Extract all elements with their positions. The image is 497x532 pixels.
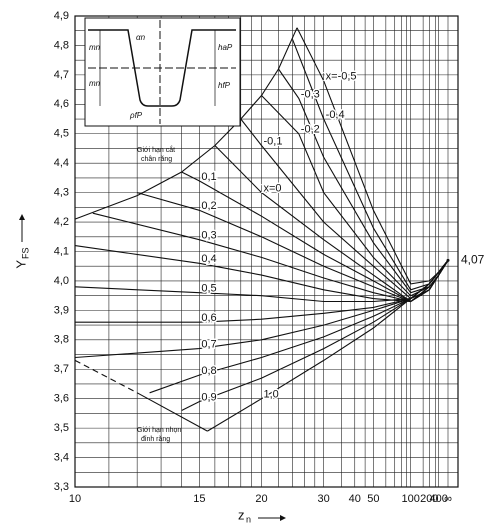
plot-frame	[74, 15, 459, 488]
curve-label: 0,6	[201, 312, 216, 324]
curve	[296, 27, 440, 285]
x-tick-label: 30	[318, 493, 330, 505]
inset-label: hfP	[218, 81, 231, 90]
annotation: đỉnh răng	[141, 435, 170, 443]
curve-label: x=0	[264, 183, 282, 195]
y-tick-label: 4,6	[54, 98, 69, 110]
curve-label: 0,2	[201, 200, 216, 212]
x-tick-label: 40	[349, 493, 361, 505]
y-tick-label: 4,8	[54, 39, 69, 51]
curve	[75, 271, 440, 323]
y-tick-label: 4,1	[54, 245, 69, 257]
curve-label: 0,9	[201, 392, 216, 404]
arrow-head	[19, 214, 25, 220]
x-tick-label: 20	[255, 493, 267, 505]
curve-label: x=-0,5	[326, 71, 357, 83]
x-tick-label: 200	[420, 493, 438, 505]
inset-frame	[84, 17, 241, 127]
curve-tail	[438, 259, 449, 273]
curves	[74, 27, 449, 432]
arrow-head	[280, 515, 286, 521]
curve	[214, 145, 440, 303]
annotation: Giới hạn nhọn	[137, 427, 181, 434]
y-tick-label: 4,3	[54, 187, 69, 199]
annotation: Giới hạn cắt	[137, 145, 175, 154]
curve-label: 0,3	[201, 230, 216, 242]
inset-label: mn	[89, 79, 101, 88]
inset-label: ρfP	[129, 111, 143, 120]
curve-label: 0,4	[201, 253, 216, 265]
curve-label: -0,2	[301, 124, 320, 136]
curve-label: -0,3	[301, 88, 320, 100]
y-label: Y FS	[13, 214, 30, 269]
curve-label: -0,4	[326, 109, 345, 121]
curve-label: 0,5	[201, 283, 216, 295]
curve	[278, 68, 440, 294]
y-tick-label: 3,5	[54, 422, 69, 434]
curve-label: 0,1	[201, 171, 216, 183]
curve-label: 0,8	[201, 365, 216, 377]
limit-curve	[74, 359, 138, 394]
y-tick-label: 4,5	[54, 128, 69, 140]
y-tick-label: 3,8	[54, 334, 69, 346]
y-tick-label: 4,2	[54, 216, 69, 228]
limit-curve	[136, 392, 208, 432]
y-tick-label: 3,7	[54, 363, 69, 375]
x-tick-label: 15	[193, 493, 205, 505]
inset-label: αn	[136, 33, 146, 42]
x-label-main: z	[238, 507, 245, 522]
curve	[207, 271, 440, 432]
curve-label: -0,1	[264, 135, 283, 147]
y-tick-label: 3,6	[54, 393, 69, 405]
y-tick-label: 3,9	[54, 304, 69, 316]
tooth-profile	[88, 29, 236, 107]
limit-curve	[74, 27, 298, 220]
x-label: z n	[238, 507, 286, 524]
asymptote-point	[446, 258, 450, 262]
y-tick-label: 3,4	[54, 451, 69, 463]
y-tick-label: 4,0	[54, 275, 69, 287]
x-tick-label: 100	[402, 493, 420, 505]
x-tick-label: ∞	[444, 493, 452, 505]
grid	[74, 15, 458, 488]
curve-label: 1,0	[264, 389, 279, 401]
curve	[137, 192, 440, 303]
inset-label: haP	[218, 43, 233, 52]
y-tick-label: 4,9	[54, 10, 69, 22]
y-tick-label: 4,7	[54, 69, 69, 81]
x-tick-label: 10	[69, 493, 81, 505]
x-label-sub: n	[246, 514, 251, 524]
y-label-main: Y	[13, 260, 28, 269]
x-tick-label: 400	[429, 493, 447, 505]
asymptote-label: 4,07	[461, 253, 485, 267]
inset-label: mn	[89, 43, 101, 52]
y-tick-label: 4,4	[54, 157, 69, 169]
curve	[74, 245, 440, 303]
y-tick-label: 3,3	[54, 481, 69, 493]
inset: mn αn haP mn hfP ρfP	[84, 17, 241, 127]
x-tick-label: 50	[367, 493, 379, 505]
y-label-sub: FS	[20, 247, 30, 259]
curve-label: 0,7	[201, 339, 216, 351]
annotation: chân răng	[141, 156, 172, 163]
